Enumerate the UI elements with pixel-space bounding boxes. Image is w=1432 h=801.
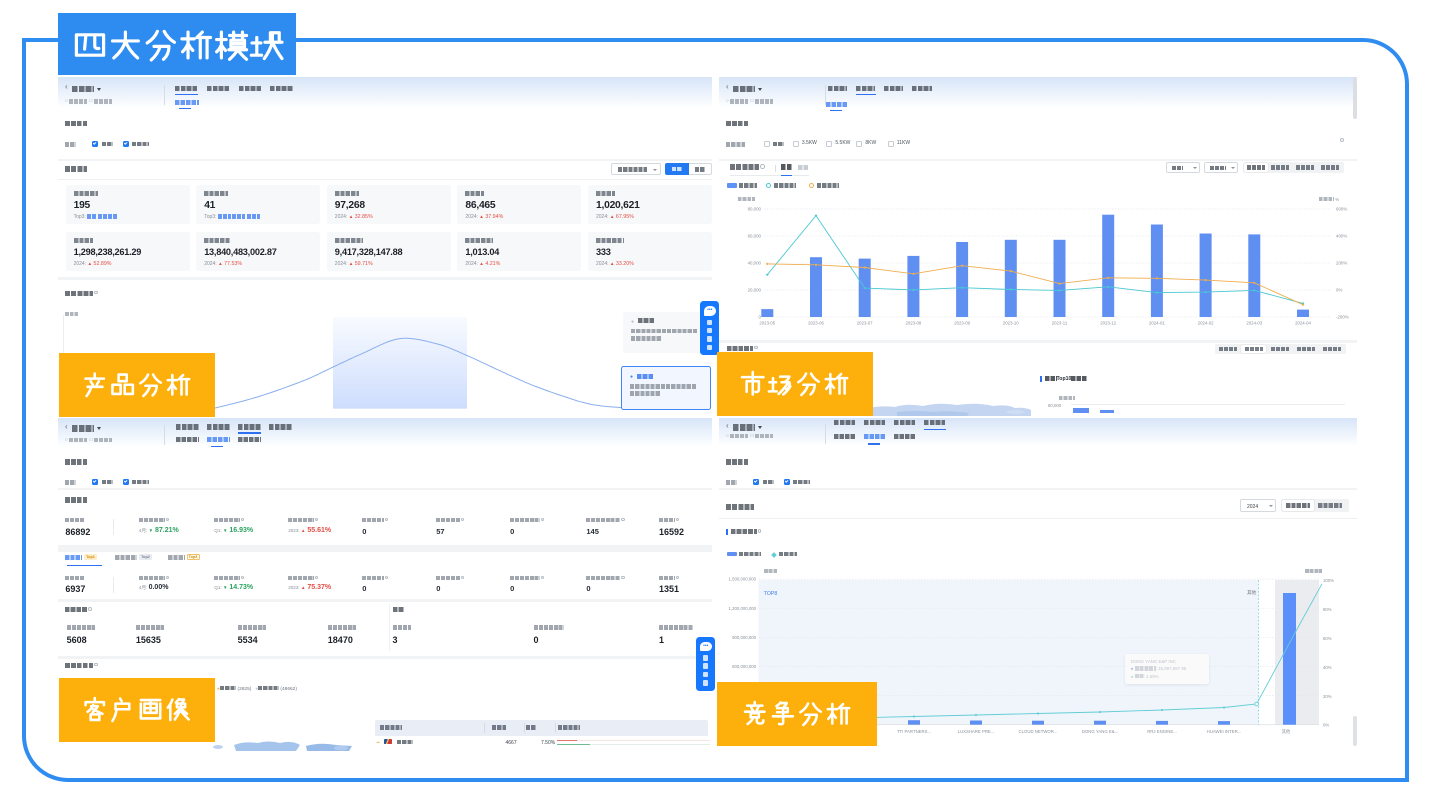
svg-text:TTI PARTNERS...: TTI PARTNERS... bbox=[897, 729, 931, 734]
svg-text:1,500,000,000: 1,500,000,000 bbox=[729, 577, 757, 582]
svg-text:其他: 其他 bbox=[1247, 589, 1257, 596]
svg-text:60,000: 60,000 bbox=[748, 234, 762, 239]
svg-text:0%: 0% bbox=[1336, 288, 1342, 293]
svg-text:80,000: 80,000 bbox=[748, 207, 762, 212]
svg-text:LUXSHARE PRE...: LUXSHARE PRE... bbox=[958, 729, 995, 734]
svg-text:0: 0 bbox=[759, 315, 762, 320]
svg-text:TOP8: TOP8 bbox=[764, 591, 778, 597]
svg-text:60%: 60% bbox=[1323, 636, 1332, 641]
svg-text:0%: 0% bbox=[1323, 722, 1329, 727]
svg-text:2023-06: 2023-06 bbox=[808, 321, 824, 326]
svg-text:20%: 20% bbox=[1323, 694, 1332, 699]
svg-text:200%: 200% bbox=[1336, 261, 1347, 266]
svg-text:2023-12: 2023-12 bbox=[1100, 321, 1116, 326]
svg-text:2023-11: 2023-11 bbox=[1052, 321, 1068, 326]
svg-text:900,000,000: 900,000,000 bbox=[732, 635, 757, 640]
svg-text:2024-03: 2024-03 bbox=[1246, 321, 1262, 326]
svg-text:1,200,000,000: 1,200,000,000 bbox=[729, 606, 757, 611]
svg-text:600%: 600% bbox=[1336, 207, 1347, 212]
svg-text:DONG YANG E&...: DONG YANG E&... bbox=[1082, 729, 1118, 734]
svg-text:100%: 100% bbox=[1323, 578, 1334, 583]
svg-text:2023-10: 2023-10 bbox=[1003, 321, 1019, 326]
svg-text:CLOUD NETWOR...: CLOUD NETWOR... bbox=[1019, 729, 1058, 734]
svg-text:2024-04: 2024-04 bbox=[1295, 321, 1311, 326]
svg-text:2023-05: 2023-05 bbox=[759, 321, 775, 326]
svg-text:其他: 其他 bbox=[1282, 728, 1291, 735]
svg-text:2024-02: 2024-02 bbox=[1198, 321, 1214, 326]
svg-text:2023-08: 2023-08 bbox=[906, 321, 922, 326]
svg-text:40,000: 40,000 bbox=[748, 261, 762, 266]
svg-text:2023-07: 2023-07 bbox=[857, 321, 873, 326]
svg-text:HUAWEI INTER...: HUAWEI INTER... bbox=[1207, 729, 1242, 734]
svg-text:RRJ ENGINE...: RRJ ENGINE... bbox=[1147, 729, 1177, 734]
svg-text:20,000: 20,000 bbox=[748, 288, 762, 293]
svg-text:400%: 400% bbox=[1336, 234, 1347, 239]
svg-text:-200%: -200% bbox=[1336, 315, 1349, 320]
svg-text:40%: 40% bbox=[1323, 665, 1332, 670]
svg-text:600,000,000: 600,000,000 bbox=[732, 664, 757, 669]
svg-text:80%: 80% bbox=[1323, 607, 1332, 612]
svg-text:2024-01: 2024-01 bbox=[1149, 321, 1165, 326]
svg-text:2023-09: 2023-09 bbox=[954, 321, 970, 326]
